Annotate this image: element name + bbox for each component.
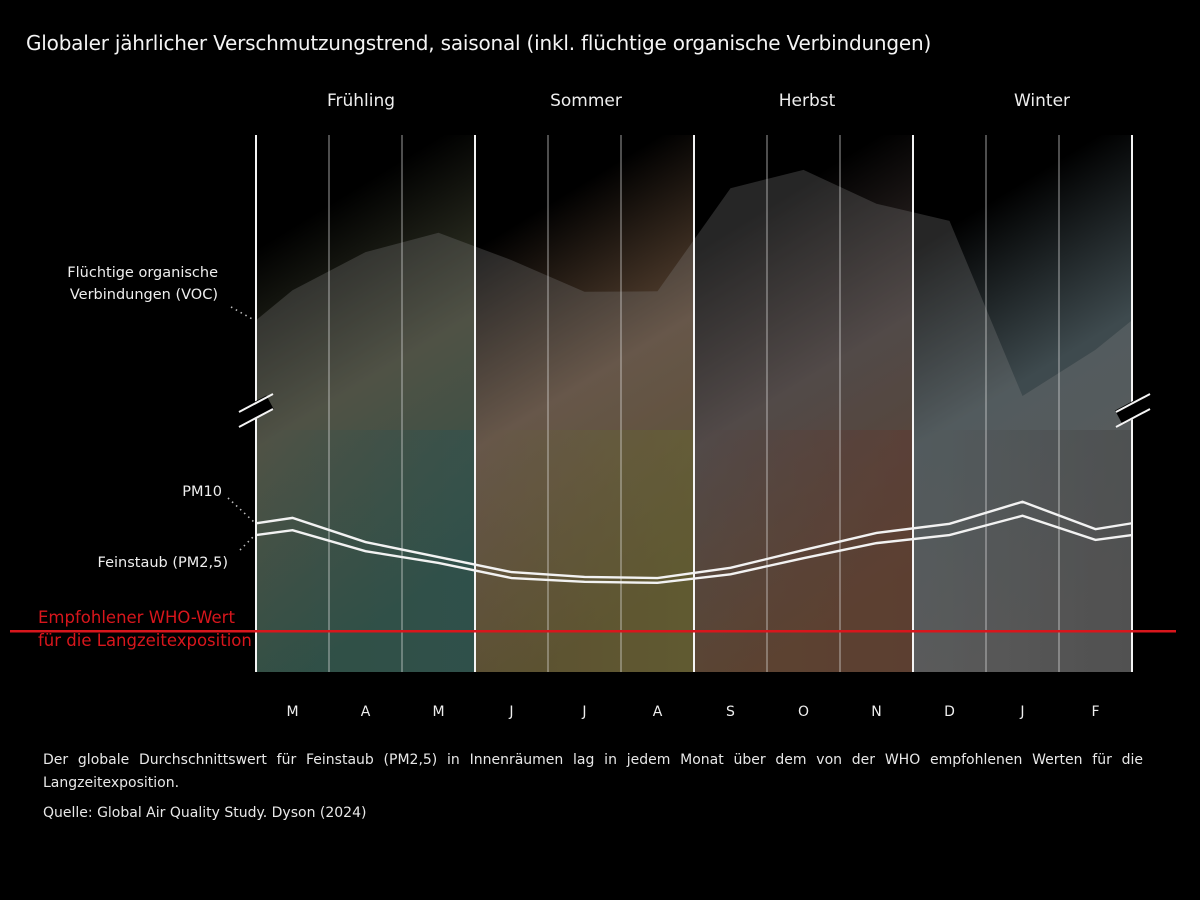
chart-title: Globaler jährlicher Verschmutzungstrend,… — [26, 31, 932, 55]
season-label-autumn: Herbst — [778, 91, 836, 111]
voc-label-line1: Flüchtige organische — [67, 265, 218, 281]
axis-break-stroke — [1115, 408, 1151, 428]
pm25-line — [255, 514, 1133, 585]
month-label: M — [432, 704, 445, 720]
pm10-leader — [227, 497, 255, 523]
who-label: Empfohlener WHO-Wert für die Langzeitexp… — [38, 606, 252, 652]
annotations — [10, 306, 1176, 633]
pm-lines-layer — [255, 500, 1133, 585]
month-label: O — [797, 704, 810, 720]
pm25-label: Feinstaub (PM2,5) — [97, 555, 228, 571]
month-label: F — [1091, 704, 1100, 720]
chart-source: Quelle: Global Air Quality Study. Dyson … — [43, 805, 367, 821]
month-label: N — [871, 704, 882, 720]
month-label: A — [652, 704, 663, 720]
month-label: A — [360, 704, 371, 720]
who-label-line1: Empfohlener WHO-Wert — [38, 608, 235, 627]
axis-break-stroke — [238, 408, 274, 428]
month-label: S — [726, 704, 735, 720]
axis-break-right-icon — [1115, 393, 1151, 428]
voc-label: Flüchtige organische Verbindungen (VOC) — [67, 262, 218, 306]
season-label-spring: Frühling — [326, 91, 396, 111]
season-label-summer: Sommer — [550, 91, 622, 111]
chart-footnote: Der globale Durchschnittswert für Feinst… — [43, 752, 1143, 791]
axis-break-stroke — [1115, 393, 1151, 413]
month-label: D — [944, 704, 955, 720]
axis-break-gap — [238, 395, 274, 425]
who-label-line2: für die Langzeitexposition — [38, 631, 252, 650]
axis-break-stroke — [238, 393, 274, 413]
month-label: M — [286, 704, 299, 720]
season-label-winter: Winter — [1013, 91, 1071, 111]
month-label: J — [1020, 704, 1025, 720]
axis-break-left-icon — [238, 393, 274, 428]
pm25-leader — [239, 535, 255, 551]
month-label: J — [509, 704, 514, 720]
voc-label-line2: Verbindungen (VOC) — [69, 287, 218, 303]
month-label: J — [582, 704, 587, 720]
pm10-label: PM10 — [182, 484, 222, 500]
axis-break-gap — [1115, 395, 1151, 425]
voc-leader — [230, 306, 255, 321]
pm10-line — [255, 500, 1133, 580]
